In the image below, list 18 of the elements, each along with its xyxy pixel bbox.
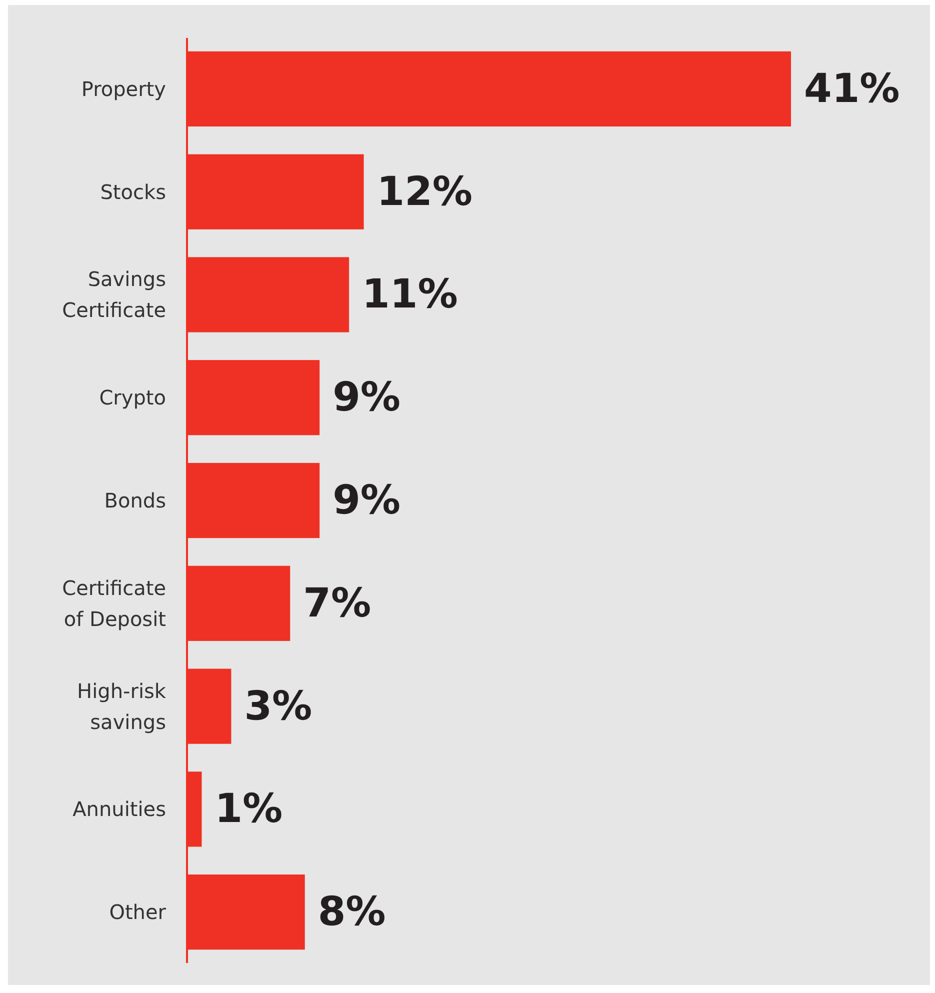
y-tick-label: Certificate of Deposit [62, 576, 166, 631]
y-tick-label: Crypto [99, 386, 166, 410]
data-label: 7% [303, 580, 372, 626]
data-label: 9% [332, 478, 401, 524]
data-label: 9% [332, 374, 401, 421]
data-label: 41% [804, 66, 900, 112]
data-label: 11% [362, 272, 458, 318]
data-label: 1% [214, 786, 283, 832]
y-tick-label: Savings Certificate [62, 267, 166, 322]
data-label: 8% [318, 889, 386, 936]
y-tick-label: Bonds [104, 488, 166, 512]
y-tick-label: High-risk savings [77, 678, 166, 734]
y-tick-label: Property [81, 76, 166, 101]
y-tick-label: Other [109, 900, 167, 924]
data-label: 12% [376, 168, 473, 215]
y-tick-label: Annuities [72, 797, 166, 822]
data-label: 3% [244, 683, 312, 730]
y-tick-label: Stocks [100, 180, 166, 204]
